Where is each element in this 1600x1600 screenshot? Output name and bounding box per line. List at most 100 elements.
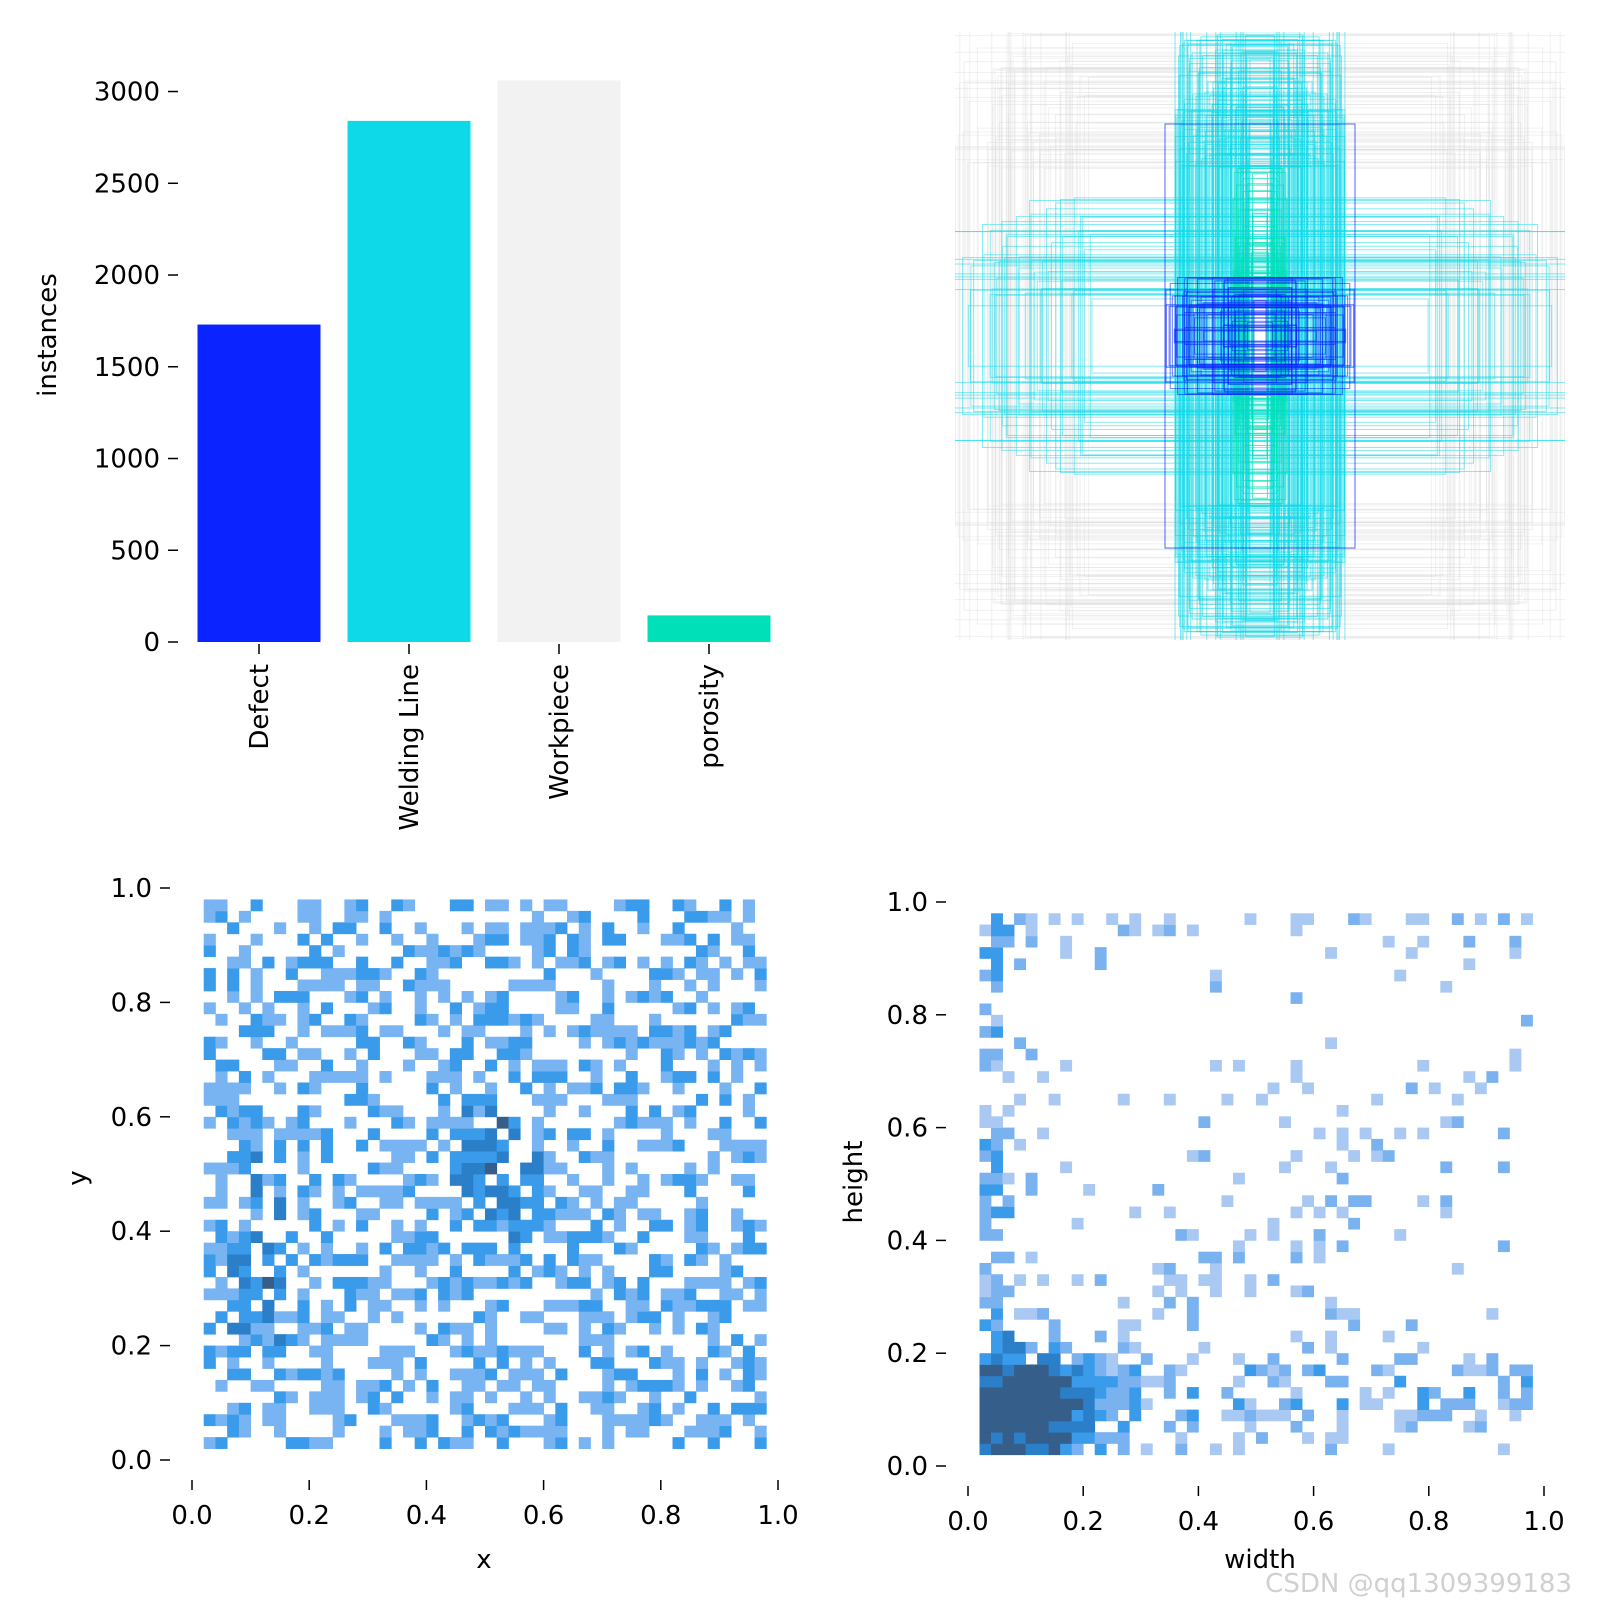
xy-heat-cell xyxy=(520,1311,533,1324)
xy-heat-cell xyxy=(707,1151,720,1163)
xy-heat-cell xyxy=(754,956,767,969)
xy-heat-cell xyxy=(250,1174,263,1186)
wh-heat-cell xyxy=(1290,1206,1303,1219)
xy-heat-cell xyxy=(227,990,240,1003)
xy-heat-cell xyxy=(238,945,251,958)
wh-heat-cell xyxy=(1486,1308,1499,1320)
xy-heat-cell xyxy=(707,1276,720,1289)
wh-heat-cell xyxy=(1025,1172,1038,1185)
xy-heat-cell xyxy=(285,1231,298,1244)
wh-heat-cell xyxy=(1405,1353,1418,1365)
xy-heat-cell xyxy=(320,1402,334,1415)
xy-heat-cell xyxy=(203,968,216,980)
xy-heat-cell xyxy=(250,1116,263,1129)
xy-heat-cell xyxy=(567,1128,580,1141)
wh-heat-cell xyxy=(1509,947,1522,959)
wh-heat-cell xyxy=(1186,1229,1199,1241)
xy-heat-cell xyxy=(707,1002,720,1015)
xy-heat-cell xyxy=(695,1425,709,1438)
xy-heat-cell xyxy=(238,956,251,969)
xy-heat-cell xyxy=(356,1208,369,1221)
xy-axes: 0.0 0.2 0.4 0.6 0.8 1.00.00.20.40.60.81.0 xyxy=(111,874,799,1531)
xy-heat-cell xyxy=(508,1128,521,1141)
xy-heat-cell xyxy=(531,1402,544,1415)
xy-heat-cell xyxy=(238,1265,251,1278)
xy-heat-cell xyxy=(309,1185,322,1198)
xy-heat-cell xyxy=(508,1265,521,1278)
xy-heat-cell xyxy=(707,1036,720,1049)
xy-heat-cell xyxy=(731,1059,744,1072)
xy-heat-cell xyxy=(602,1402,615,1415)
xy-heat-cell xyxy=(449,1288,462,1301)
xy-heat-cell xyxy=(485,933,498,946)
wh-heat-cell xyxy=(1244,913,1257,925)
wh-heat-cell xyxy=(1440,1409,1453,1422)
wh-heat-cell xyxy=(1325,1341,1338,1354)
xy-heat-cell xyxy=(379,1025,392,1038)
xy-heat-cell xyxy=(543,979,556,992)
xy-heat-cell xyxy=(250,1231,263,1244)
xy-heat-cell xyxy=(379,1185,392,1198)
wh-heat-cell xyxy=(1037,1420,1050,1433)
xy-x-axis-label: x xyxy=(476,1545,491,1575)
xy-heat-cell xyxy=(590,968,603,980)
xy-heat-cell xyxy=(649,1391,662,1404)
xy-heat-cell xyxy=(625,1345,638,1358)
xy-heat-cell xyxy=(227,1162,240,1175)
xy-heat-cell xyxy=(250,1151,263,1163)
xy-heat-cell xyxy=(203,1357,216,1369)
xy-heat-cell xyxy=(285,956,298,969)
xy-heat-cell xyxy=(426,1048,439,1060)
xy-heat-cell xyxy=(625,1048,638,1060)
xy-heat-cell xyxy=(496,933,509,946)
wh-heat-cell xyxy=(979,1059,992,1072)
xy-heat-cell xyxy=(391,899,404,912)
xy-heat-cell xyxy=(449,1208,462,1221)
xy-heat-cell xyxy=(461,1093,474,1106)
xy-heat-cell xyxy=(426,1242,439,1255)
xy-heat-cell xyxy=(238,910,251,923)
xy-y-tick-label: 0.4 xyxy=(111,1217,152,1247)
wh-heat-cell xyxy=(979,1026,992,1038)
xy-heat-cell xyxy=(238,1242,251,1255)
wh-heat-cell xyxy=(1060,1398,1073,1410)
xy-heat-cell xyxy=(332,1185,345,1198)
xy-heat-cell xyxy=(449,1402,462,1415)
xy-heat-cell xyxy=(250,968,263,980)
wh-heat-cell xyxy=(991,1172,1003,1185)
xy-heat-cell xyxy=(672,1402,685,1415)
xy-heat-cell xyxy=(227,1345,240,1358)
wh-heat-cell xyxy=(979,1048,992,1061)
xy-heat-cell xyxy=(719,1311,732,1324)
xy-heat-cell xyxy=(344,1013,357,1026)
xy-heat-cell xyxy=(754,1437,767,1449)
bbox-rect xyxy=(1176,314,1344,358)
xy-heat-cell xyxy=(637,922,650,935)
xy-heat-cell xyxy=(356,1322,369,1335)
xy-heat-cell xyxy=(238,1071,251,1083)
xy-heat-cell xyxy=(473,1196,486,1209)
bbox-rect xyxy=(1245,261,1275,411)
xy-heat-cell xyxy=(602,1208,615,1221)
xy-heat-cell xyxy=(684,933,697,946)
xy-heat-cell xyxy=(473,1105,486,1118)
wh-heat-cell xyxy=(1175,1432,1188,1444)
xy-heat-cell xyxy=(719,1425,732,1438)
wh-heat-cell xyxy=(991,1285,1003,1298)
xy-heat-cell xyxy=(320,1151,334,1163)
xy-heat-cell xyxy=(461,1105,474,1118)
wh-heat-cell xyxy=(991,1229,1003,1241)
xy-heat-cell xyxy=(309,1322,322,1335)
xy-heat-cell xyxy=(203,1093,216,1106)
xy-heat-cell xyxy=(285,1334,298,1346)
bbox-rect xyxy=(969,32,1551,640)
bbox-rect xyxy=(995,139,1525,533)
xy-heat-cell xyxy=(461,1391,474,1404)
wh-heat-cell xyxy=(1336,1105,1349,1117)
xy-heat-cell xyxy=(731,1219,744,1232)
xy-heat-cell xyxy=(543,1059,556,1072)
xy-heat-cell xyxy=(707,1345,720,1358)
xy-heat-cell xyxy=(414,922,427,935)
wh-heat-cell xyxy=(1232,1409,1245,1422)
bbox-rect xyxy=(1241,257,1279,415)
